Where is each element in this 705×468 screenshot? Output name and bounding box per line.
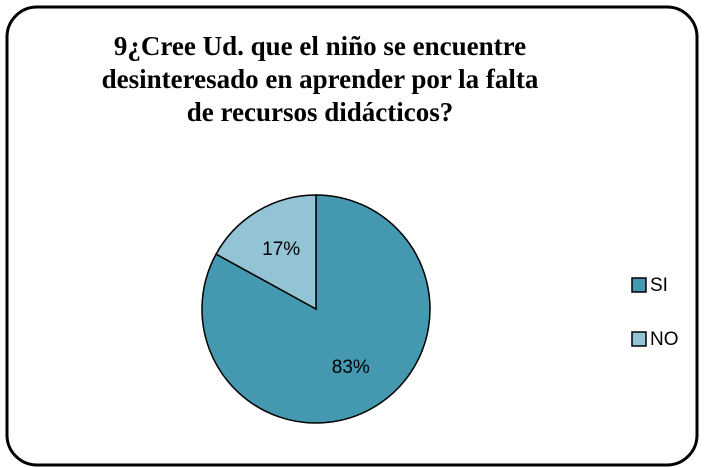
pie-slice bbox=[215, 194, 317, 311]
data-label: 17% bbox=[262, 239, 300, 260]
legend-label: SI bbox=[650, 275, 668, 296]
legend-swatch bbox=[631, 331, 647, 347]
legend-swatch bbox=[631, 277, 647, 293]
chart-title: 9¿Cree Ud. que el niño se encuentre desi… bbox=[101, 31, 539, 127]
data-label: 83% bbox=[332, 357, 370, 378]
legend-label: NO bbox=[650, 329, 679, 350]
